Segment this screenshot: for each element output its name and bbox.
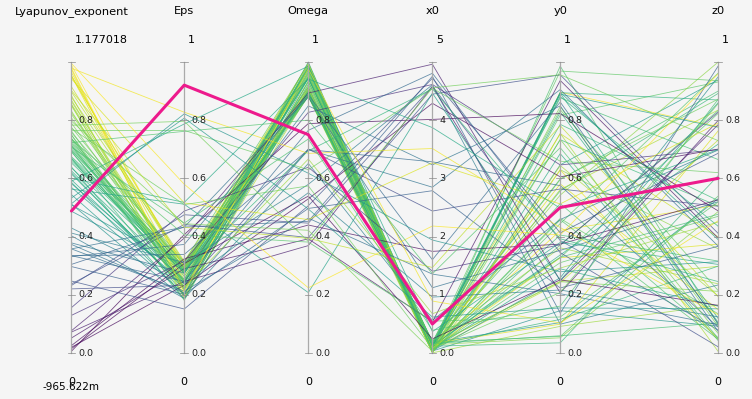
Text: y0: y0 [553,6,567,16]
Text: 0.4: 0.4 [191,232,206,241]
Text: 0.0: 0.0 [567,349,582,358]
Text: 4: 4 [439,116,445,124]
Text: Omega: Omega [288,6,329,16]
Text: 0.2: 0.2 [191,290,206,299]
Text: 0.4: 0.4 [315,232,330,241]
Text: 1: 1 [722,35,729,45]
Text: z0: z0 [711,6,725,16]
Text: 0: 0 [714,377,722,387]
Text: 1: 1 [439,290,445,299]
Text: 0.0: 0.0 [78,349,93,358]
Text: 0: 0 [180,377,188,387]
Text: 1: 1 [564,35,571,45]
Text: 0.6: 0.6 [78,174,93,183]
Text: 2: 2 [439,232,445,241]
Text: 0.6: 0.6 [191,174,206,183]
Text: 0.6: 0.6 [725,174,740,183]
Text: 1: 1 [188,35,195,45]
Text: Eps: Eps [174,6,194,16]
Text: 0: 0 [68,377,75,387]
Text: 0.2: 0.2 [725,290,740,299]
Text: 0.8: 0.8 [725,116,740,124]
Text: 1: 1 [312,35,319,45]
Text: 0: 0 [556,377,564,387]
Text: -965.622m: -965.622m [43,382,100,392]
Text: 0.8: 0.8 [567,116,582,124]
Text: 0: 0 [305,377,312,387]
Text: 0.0: 0.0 [725,349,740,358]
Text: 5: 5 [436,35,443,45]
Text: 0: 0 [429,377,436,387]
Text: 0.0: 0.0 [191,349,206,358]
Text: 0.2: 0.2 [315,290,330,299]
Text: 0.0: 0.0 [439,349,454,358]
Text: 0.2: 0.2 [78,290,93,299]
Text: 3: 3 [439,174,445,183]
Text: 0.2: 0.2 [567,290,582,299]
Text: 0.6: 0.6 [315,174,330,183]
Text: 0.8: 0.8 [78,116,93,124]
Text: Lyapunov_exponent: Lyapunov_exponent [14,6,129,17]
Text: 0.6: 0.6 [567,174,582,183]
Text: 0.0: 0.0 [315,349,330,358]
Text: 0.4: 0.4 [78,232,93,241]
Text: 0.8: 0.8 [191,116,206,124]
Text: 0.4: 0.4 [567,232,582,241]
Text: x0: x0 [426,6,439,16]
Text: 0.8: 0.8 [315,116,330,124]
Text: 0.4: 0.4 [725,232,740,241]
Text: 1.177018: 1.177018 [75,35,128,45]
